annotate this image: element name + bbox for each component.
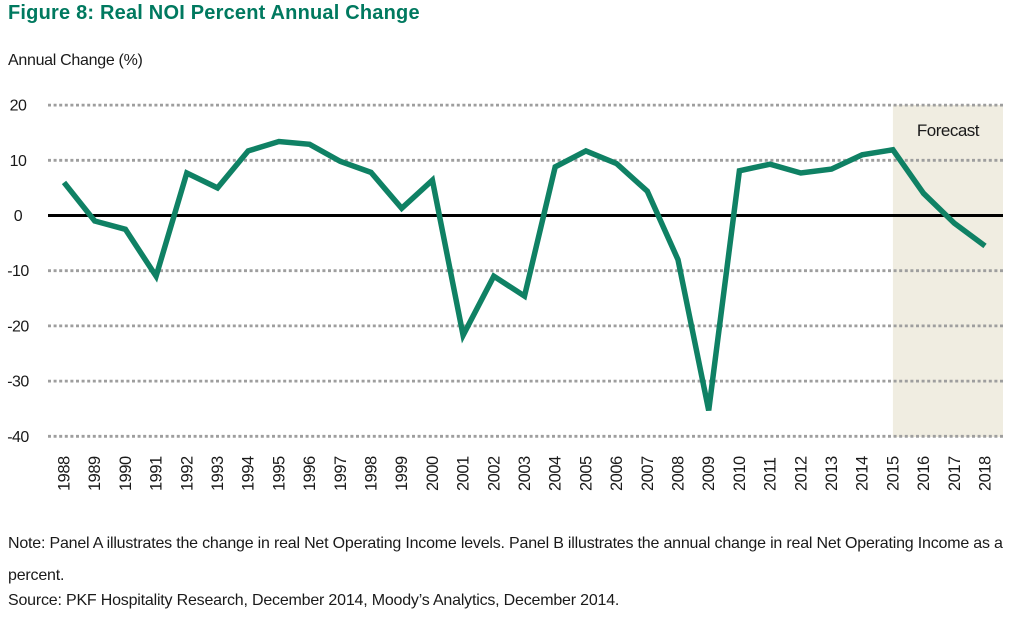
x-tick-label: 1989 — [86, 456, 104, 491]
x-tick-label: 2008 — [670, 456, 688, 491]
x-tick-label: 2010 — [731, 456, 749, 491]
x-tick-label: 1994 — [240, 456, 258, 491]
x-tick-label: 1990 — [117, 456, 135, 491]
y-tick-label: -30 — [7, 374, 29, 391]
x-tick-label: 2012 — [792, 456, 810, 491]
x-tick-label: 2001 — [455, 456, 473, 491]
forecast-label: Forecast — [917, 121, 980, 140]
x-tick-label: 1993 — [209, 456, 227, 491]
x-tick-label: 2000 — [424, 456, 442, 491]
x-tick-label: 2006 — [608, 456, 626, 491]
x-tick-label: 1996 — [301, 456, 319, 491]
x-tick-label: 2003 — [516, 456, 534, 491]
x-tick-label: 2016 — [915, 456, 933, 491]
x-tick-label: 1995 — [270, 456, 288, 491]
y-tick-label: -20 — [7, 318, 29, 335]
x-tick-label: 1998 — [363, 456, 381, 491]
x-tick-label: 1997 — [332, 456, 350, 491]
forecast-band — [892, 105, 1003, 437]
y-tick-label: 0 — [14, 208, 23, 225]
y-axis-title: Annual Change (%) — [8, 52, 143, 69]
x-tick-label: 2015 — [884, 456, 902, 491]
y-tick-label: -10 — [7, 263, 29, 280]
x-tick-label: 2009 — [700, 456, 718, 491]
x-tick-label: 2018 — [977, 456, 995, 491]
y-tick-label: 10 — [10, 153, 27, 170]
y-tick-label: -40 — [7, 429, 29, 446]
figure-title: Figure 8: Real NOI Percent Annual Change — [8, 2, 420, 24]
note-text: Note: Panel A illustrates the change in … — [8, 535, 1003, 584]
x-tick-label: 2011 — [762, 457, 780, 491]
data-line — [61, 138, 987, 411]
x-tick-label: 2005 — [577, 456, 595, 491]
x-tick-label: 2002 — [485, 456, 503, 491]
x-tick-label: 2004 — [547, 456, 565, 491]
x-tick-label: 1988 — [56, 456, 74, 491]
x-tick-label: 1992 — [178, 456, 196, 491]
source-text: Source: PKF Hospitality Research, Decemb… — [8, 592, 620, 609]
x-tick-label: 2017 — [946, 456, 964, 491]
x-tick-label: 1991 — [148, 456, 166, 491]
y-tick-label: 20 — [10, 98, 27, 115]
x-tick-label: 2014 — [854, 456, 872, 491]
x-tick-label: 2007 — [639, 456, 657, 491]
x-tick-label: 2013 — [823, 456, 841, 491]
x-tick-label: 1999 — [393, 456, 411, 491]
